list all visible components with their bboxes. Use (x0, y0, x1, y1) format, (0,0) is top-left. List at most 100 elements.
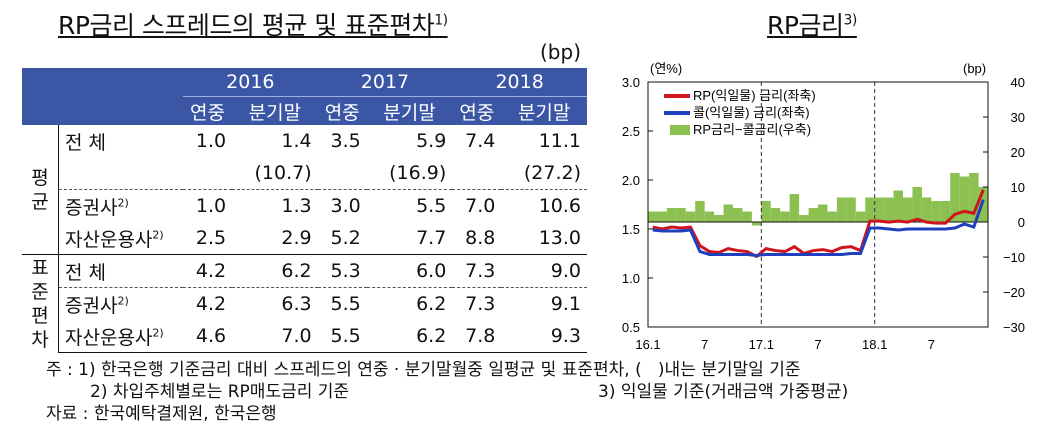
spread-bar (921, 197, 932, 222)
spread-bar (969, 173, 979, 222)
spread-bar (676, 208, 686, 222)
table-cell: 1.3 (232, 189, 318, 222)
spread-bar (893, 190, 903, 222)
y-left-tick-label: 1.5 (622, 222, 640, 237)
spread-bar (846, 197, 856, 222)
spread-bar (912, 187, 922, 222)
row-label (59, 157, 184, 190)
table-cell: 9.1 (501, 287, 587, 320)
row-footnote: 2) (117, 196, 129, 210)
spread-bar (940, 201, 951, 222)
row-label-text: 전 체 (65, 261, 106, 284)
spread-bar (931, 201, 941, 222)
left-axis-unit: (연%) (650, 61, 682, 76)
table-cell (183, 157, 232, 190)
spread-bar (827, 211, 837, 222)
row-label: 자산운용사2) (58, 320, 183, 353)
spread-bar (761, 201, 771, 222)
y-left-tick-label: 2.0 (622, 173, 640, 188)
table-row: 자산운용사2) 4.6 7.0 5.5 6.2 7.8 9.3 (22, 320, 587, 353)
table-cell: 5.3 (317, 254, 367, 288)
legend-label: RP(익일물) 금리(좌축) (693, 88, 816, 103)
row-label-text: 자산운용사 (65, 228, 153, 251)
table-cell: 9.0 (501, 254, 587, 288)
series-line-call (652, 199, 985, 257)
subheader: 분기말 (232, 96, 318, 125)
note-2: 2) 차입주체별로는 RP매도금리 기준 (90, 382, 350, 402)
table-cell: (27.2) (523, 162, 581, 184)
row-label-text: 증권사 (65, 294, 118, 317)
table-cell: 6.3 (232, 287, 318, 320)
table-cell: 5.2 (330, 227, 361, 249)
table-title-text: RP금리 스프레드의 평균 및 표준편차 (58, 11, 435, 40)
row-label-text: 증권사 (65, 196, 118, 219)
x-tick-label: 18.1 (862, 337, 887, 352)
spread-bar (874, 197, 885, 222)
source: 자료 : 한국예탁결제원, 한국은행 (46, 404, 277, 424)
table-cell: 6.2 (366, 320, 453, 353)
y-right-tick-label: 20 (1011, 145, 1025, 160)
spread-bar (723, 204, 733, 222)
table-cell (452, 157, 501, 190)
note-3: 3) 익일물 기준(거래금액 가중평균) (598, 382, 849, 402)
spread-bar (799, 215, 809, 222)
table-row: (10.7) (16.9) (27.2) (22, 157, 587, 190)
chart-title-footnote: 3) (843, 12, 857, 29)
row-label: 전 체 (59, 125, 184, 157)
table-cell: 7.8 (452, 320, 502, 353)
table-cell: 7.3 (452, 287, 502, 320)
table-cell: 5.5 (317, 320, 367, 353)
table-cell: 7.7 (416, 227, 447, 249)
year-2017: 2017 (317, 68, 453, 97)
plot-frame (647, 81, 989, 328)
spread-bar (685, 211, 696, 222)
spread-bar (855, 211, 866, 222)
spread-bar (884, 197, 894, 222)
x-tick-label: 17.1 (749, 337, 774, 352)
table-cell (318, 157, 367, 190)
y-right-tick-label: 0 (1018, 215, 1025, 230)
year-2016: 2016 (183, 68, 318, 97)
series-line-rp (652, 189, 985, 259)
row-label: 증권사2) (58, 287, 183, 320)
row-footnote: 2) (152, 326, 164, 340)
note-1: 주 : 1) 한국은행 기준금리 대비 스프레드의 연중 · 분기말월중 일평균… (46, 360, 801, 380)
y-right-tick-label: 40 (1011, 75, 1025, 90)
table-cell: 1.0 (183, 189, 233, 222)
table-cell: 7.3 (452, 254, 502, 288)
table-cell: 6.2 (232, 254, 318, 288)
table-cell: (16.9) (389, 162, 447, 184)
table-title: RP금리 스프레드의 평균 및 표준편차1) (58, 6, 448, 42)
spread-bar (950, 173, 960, 222)
spread-bar (733, 208, 743, 222)
table-cell: 10.6 (501, 189, 587, 222)
y-left-tick-label: 1.0 (622, 271, 640, 286)
subheader: 분기말 (501, 96, 587, 125)
x-tick-label: 7 (814, 337, 821, 352)
row-label: 증권사2) (58, 189, 183, 222)
table-cell: 7.0 (452, 189, 502, 222)
spread-bar (695, 201, 705, 222)
table-cell: (10.7) (254, 162, 312, 184)
table-cell: 6.0 (366, 254, 453, 288)
spread-bar (742, 211, 752, 222)
y-left-tick-label: 2.5 (622, 124, 640, 139)
y-right-tick-label: 10 (1011, 180, 1025, 195)
table-row: 자산운용사2) 2.5 2.9 5.2 7.7 8.8 13.0 (22, 222, 587, 255)
table-cell: 5.5 (366, 189, 453, 222)
table-row: 증권사2) 4.2 6.3 5.5 6.2 7.3 9.1 (22, 287, 587, 320)
table-row: 증권사2) 1.0 1.3 3.0 5.5 7.0 10.6 (22, 189, 587, 222)
x-tick-label: 16.1 (635, 337, 660, 352)
y-right-tick-label: −20 (1003, 285, 1025, 300)
subheader: 연중 (452, 96, 502, 125)
spread-bar (714, 215, 724, 222)
title-footnote: 1) (434, 12, 448, 29)
chart-title-text: RP금리 (767, 11, 844, 40)
y-left-tick-label: 3.0 (622, 75, 640, 90)
x-tick-label: 7 (928, 337, 935, 352)
x-tick-label: 7 (701, 337, 708, 352)
spread-bar (978, 187, 988, 222)
